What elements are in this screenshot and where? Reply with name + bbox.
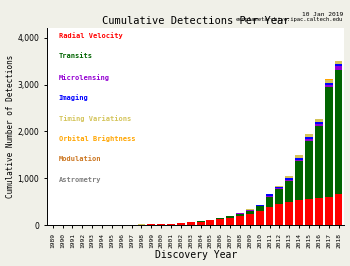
- Bar: [305, 141, 313, 199]
- Bar: [275, 205, 284, 225]
- Bar: [167, 224, 175, 225]
- Bar: [256, 205, 264, 206]
- Bar: [226, 216, 234, 218]
- Text: Radial Velocity: Radial Velocity: [59, 32, 122, 39]
- Bar: [305, 139, 313, 141]
- Bar: [305, 199, 313, 225]
- Bar: [177, 223, 185, 225]
- Bar: [206, 221, 214, 225]
- Bar: [275, 186, 284, 187]
- Bar: [325, 197, 332, 225]
- Bar: [246, 211, 254, 214]
- Y-axis label: Cumulative Number of Detections: Cumulative Number of Detections: [6, 55, 15, 198]
- Bar: [295, 155, 303, 158]
- Bar: [236, 214, 244, 216]
- Bar: [266, 194, 273, 196]
- Bar: [305, 137, 313, 139]
- Bar: [216, 218, 224, 219]
- Bar: [335, 64, 342, 66]
- Bar: [266, 197, 273, 207]
- Text: Transits: Transits: [59, 53, 93, 59]
- Bar: [325, 82, 332, 85]
- Bar: [256, 211, 264, 225]
- Bar: [295, 158, 303, 160]
- Bar: [295, 160, 303, 161]
- Bar: [315, 122, 323, 124]
- Bar: [285, 202, 293, 225]
- Bar: [246, 210, 254, 211]
- Bar: [147, 224, 155, 225]
- Bar: [275, 189, 284, 205]
- Bar: [295, 200, 303, 225]
- Bar: [335, 61, 342, 64]
- Bar: [315, 198, 323, 225]
- Bar: [275, 187, 284, 188]
- Bar: [236, 213, 244, 214]
- Text: Astrometry: Astrometry: [59, 177, 101, 183]
- Bar: [325, 87, 332, 197]
- Bar: [335, 194, 342, 225]
- Bar: [305, 134, 313, 137]
- Bar: [266, 207, 273, 225]
- Text: Modulation: Modulation: [59, 156, 101, 162]
- Bar: [275, 188, 284, 189]
- Bar: [285, 176, 293, 177]
- Bar: [256, 206, 264, 211]
- Text: Microlensing: Microlensing: [59, 74, 110, 81]
- Bar: [226, 218, 234, 225]
- Bar: [246, 214, 254, 225]
- Text: exoplanetarchive.ipac.caltech.edu: exoplanetarchive.ipac.caltech.edu: [236, 17, 343, 22]
- Bar: [236, 216, 244, 225]
- Bar: [197, 222, 204, 225]
- Bar: [206, 220, 214, 221]
- Title: Cumulative Detections Per Year: Cumulative Detections Per Year: [102, 16, 289, 26]
- Bar: [266, 196, 273, 197]
- Text: Orbital Brightness: Orbital Brightness: [59, 136, 135, 143]
- Bar: [285, 180, 293, 181]
- Bar: [187, 222, 195, 225]
- Bar: [315, 119, 323, 122]
- Bar: [315, 126, 323, 198]
- Bar: [335, 70, 342, 194]
- Text: 10 Jan 2019: 10 Jan 2019: [302, 12, 343, 17]
- Bar: [216, 219, 224, 225]
- Bar: [325, 85, 332, 87]
- X-axis label: Discovery Year: Discovery Year: [154, 251, 237, 260]
- Bar: [335, 66, 342, 70]
- Text: Timing Variations: Timing Variations: [59, 115, 131, 122]
- Bar: [285, 177, 293, 180]
- Bar: [285, 181, 293, 202]
- Bar: [197, 221, 204, 222]
- Bar: [315, 124, 323, 126]
- Bar: [157, 224, 165, 225]
- Bar: [325, 80, 332, 82]
- Text: Imaging: Imaging: [59, 94, 89, 101]
- Bar: [295, 161, 303, 200]
